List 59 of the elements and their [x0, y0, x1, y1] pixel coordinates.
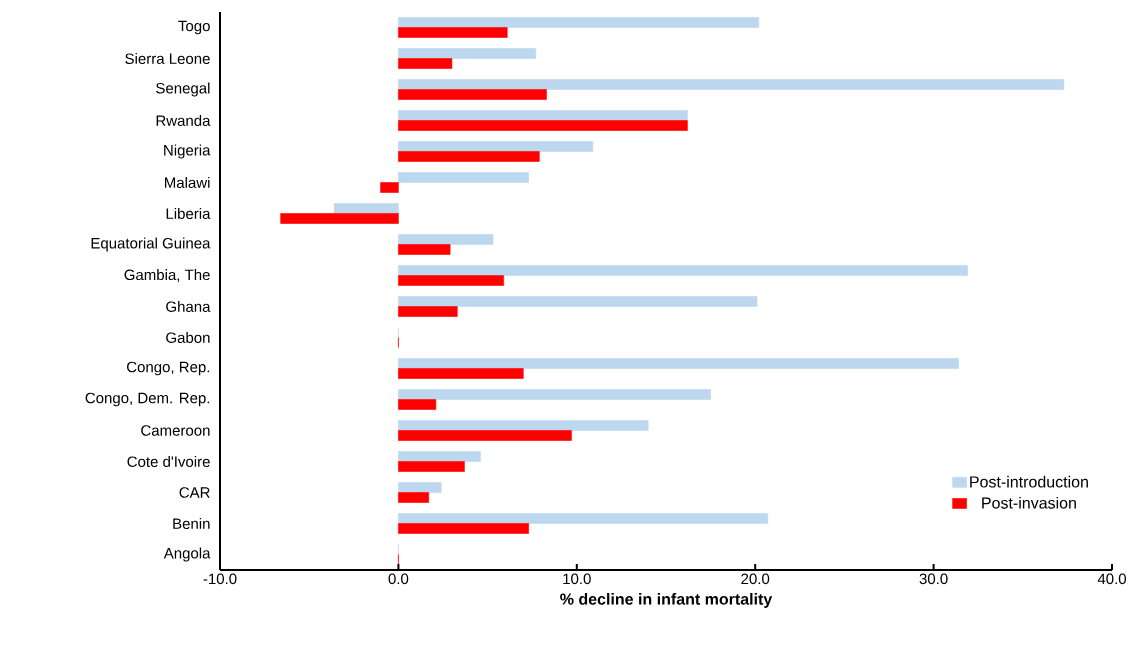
- bar: [398, 399, 437, 410]
- y-tick-label: Senegal: [156, 82, 210, 97]
- y-tick-label: Angola: [163, 547, 211, 562]
- x-tick-label: 10.0: [563, 573, 591, 585]
- bar: [398, 492, 430, 503]
- y-tick-label: Equatorial Guinea: [91, 237, 211, 252]
- y-tick-label: Ghana: [166, 300, 211, 312]
- bar: [398, 513, 768, 524]
- bar: [398, 151, 540, 162]
- bar: [398, 389, 711, 400]
- bar: [380, 182, 399, 193]
- y-tick-label: Benin: [173, 517, 210, 529]
- bar: [398, 451, 481, 462]
- x-tick-label: 30.0: [919, 573, 948, 585]
- bar: [398, 110, 688, 121]
- bar: [398, 430, 572, 441]
- bar: [398, 244, 451, 255]
- y-tick-label: Gabon: [166, 331, 210, 343]
- legend-label: Post-introduction: [970, 475, 1088, 488]
- bar: [398, 27, 508, 38]
- y-tick-label: Cameroon: [141, 425, 210, 436]
- bar: [398, 306, 458, 317]
- bar: [398, 48, 537, 59]
- bar: [398, 420, 649, 431]
- y-tick-label: Congo, Rep.: [127, 361, 210, 376]
- bar: [398, 234, 494, 245]
- bar: [398, 358, 959, 369]
- bar: [398, 58, 453, 69]
- y-tick-label: Cote d'Ivoire: [127, 455, 210, 467]
- bar: [280, 213, 399, 224]
- bar: [398, 275, 504, 286]
- bar: [333, 203, 399, 214]
- y-tick-label: Gambia, The: [124, 269, 210, 282]
- y-tick-label: Sierra Leone: [125, 52, 210, 64]
- x-tick-label: 0.0: [388, 573, 409, 585]
- x-axis-title: % decline in infant mortality: [560, 593, 773, 608]
- bar: [398, 120, 688, 131]
- y-tick-label: Nigeria: [164, 144, 211, 159]
- bar: [398, 79, 1065, 90]
- bar: [398, 265, 968, 276]
- y-tick-label: Togo: [178, 20, 210, 35]
- bar: [398, 523, 529, 534]
- bar: [398, 461, 465, 472]
- x-tick-label: -10.0: [203, 573, 237, 585]
- y-tick-label: Liberia: [166, 207, 211, 219]
- bar: [398, 89, 547, 100]
- x-tick-label: 40.0: [1097, 573, 1127, 585]
- bar: [398, 172, 529, 183]
- bar: [398, 141, 594, 152]
- y-tick-label: Congo, Dem. Rep.: [85, 392, 210, 407]
- x-tick-label: 20.0: [741, 573, 770, 585]
- bar: [398, 482, 442, 493]
- legend-label: Post-invasion: [982, 496, 1076, 509]
- bar: [398, 17, 760, 28]
- bar: [398, 296, 758, 307]
- y-tick-label: Malawi: [165, 176, 210, 188]
- y-tick-label: Rwanda: [156, 114, 211, 126]
- bar: [398, 368, 524, 379]
- y-tick-label: CAR: [179, 487, 210, 498]
